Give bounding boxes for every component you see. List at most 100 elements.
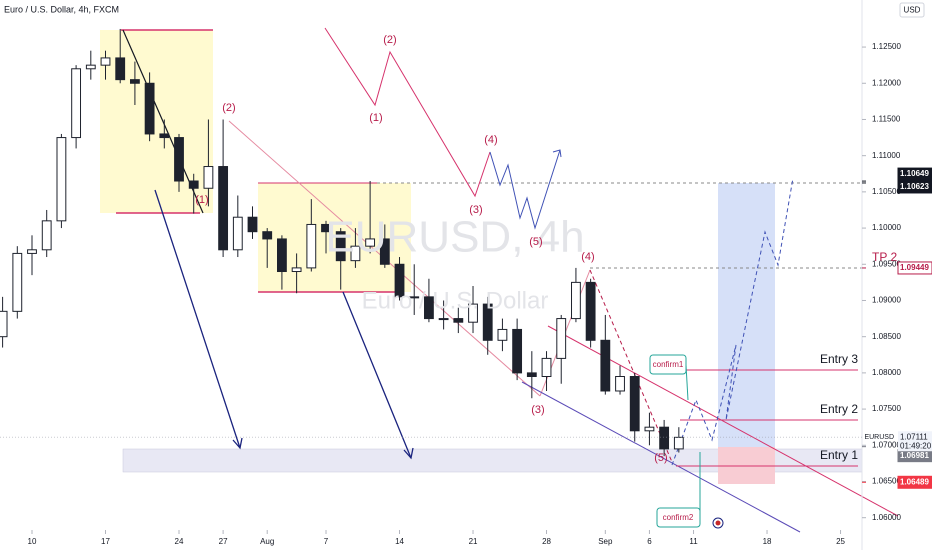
candle-body (27, 249, 37, 254)
x-tick-label: 24 (175, 537, 184, 546)
price-tag (897, 180, 932, 194)
y-tick-label: 1.12000 (872, 78, 901, 87)
target-zone (718, 183, 775, 447)
candle-body (218, 166, 229, 251)
current-price: 1.07111 (900, 432, 928, 441)
projection (671, 177, 794, 466)
x-tick-label: 27 (219, 537, 228, 546)
channel-line (521, 381, 801, 533)
arrow-head (232, 437, 243, 450)
candle-body (644, 426, 655, 432)
candle-body (71, 68, 82, 139)
wave-label: (3) (469, 204, 482, 216)
y-tick-label: 1.11500 (872, 115, 901, 124)
candle-body (203, 166, 214, 189)
candle-body (159, 133, 170, 139)
candle-body (541, 357, 552, 378)
y-tick-label: 1.10500 (872, 187, 901, 196)
candle-body (41, 220, 52, 251)
candle-body (482, 303, 493, 341)
candle-body (306, 223, 317, 269)
price-tag-label: 1.06981 (900, 451, 929, 460)
x-tick-label: Aug (260, 537, 274, 546)
y-tick-label: 1.10000 (872, 223, 901, 232)
x-tick-label: 28 (542, 537, 551, 546)
wave-label: (1) (195, 194, 208, 206)
candle-body (85, 64, 96, 70)
candle-body (512, 328, 523, 374)
current-tag (898, 431, 932, 452)
candle-body (291, 267, 302, 273)
chart-title: Euro / U.S. Dollar, 4h, FXCM (4, 4, 119, 14)
candle-body (526, 372, 537, 378)
candles (0, 28, 684, 457)
price-tag-label: 1.10649 (900, 169, 929, 178)
x-tick-label: 6 (647, 537, 652, 546)
x-tick-label: Sep (598, 537, 613, 546)
wave-label: (4) (581, 251, 594, 263)
candle-body (659, 426, 670, 450)
callout-line (685, 364, 689, 401)
candle-body (144, 82, 155, 135)
candle-body (438, 318, 449, 321)
countdown: 01:49:20 (900, 441, 932, 450)
candle-body (277, 238, 287, 273)
candle-body (12, 252, 23, 312)
y-tick-label: 1.08500 (872, 332, 901, 341)
price-tag (897, 475, 932, 489)
y-tick-label: 1.11000 (872, 151, 901, 160)
currency: USD (904, 6, 921, 15)
price-tag-label: 1.06489 (900, 477, 929, 486)
candle-body (571, 281, 581, 320)
price-tag (897, 167, 932, 181)
y-tick-label: 1.07500 (872, 404, 901, 413)
level-label: Entry 3 (820, 352, 858, 366)
y-tick-label: 1.09500 (872, 259, 901, 268)
candle-body (100, 57, 111, 66)
callout-label: confirm2 (663, 513, 694, 522)
candle-body (365, 238, 376, 247)
candle-body (409, 296, 420, 299)
wave-label: (1) (369, 112, 382, 124)
candle-body (600, 339, 611, 392)
price-tag-label: 1.09449 (900, 263, 929, 272)
arrow (342, 291, 412, 459)
candle-body (673, 436, 684, 450)
candle-body (56, 137, 67, 222)
candle-body (468, 303, 478, 323)
wave-label: (4) (484, 134, 497, 146)
x-tick-label: 17 (101, 537, 110, 546)
candle-body (188, 180, 199, 189)
wave-path (324, 27, 491, 198)
x-tick-label: 14 (395, 537, 404, 546)
level-label: TP 2 (872, 250, 897, 264)
arrow-head (552, 149, 562, 158)
candle-body (585, 281, 596, 341)
y-tick-label: 1.06000 (872, 513, 901, 522)
drawings (100, 27, 899, 533)
candle-body (379, 238, 390, 265)
candle-body (247, 216, 258, 233)
candle-body (262, 231, 273, 240)
candle-body (0, 310, 8, 338)
y-tick-label: 1.12500 (872, 42, 901, 51)
candle-body (453, 318, 464, 323)
y-tick-label: 1.06500 (872, 477, 901, 486)
arrow (154, 189, 241, 449)
candle-body (321, 223, 331, 233)
wave-label: (5) (529, 236, 542, 248)
x-tick-label: 10 (28, 537, 37, 546)
arrow-head (403, 447, 414, 460)
candle-body (174, 137, 184, 182)
wave-label: (2) (383, 34, 396, 46)
candle-body (394, 263, 405, 298)
y-tick-label: 1.08000 (872, 368, 901, 377)
candle-body (497, 328, 508, 341)
x-tick-label: 25 (836, 537, 845, 546)
x-tick-label: 11 (689, 537, 698, 546)
candle-body (232, 216, 243, 251)
price-tag-label: 1.10623 (900, 182, 929, 191)
candle-body (350, 245, 361, 262)
candle-body (424, 296, 434, 320)
watermark: EURUSD, 4h (325, 213, 584, 262)
